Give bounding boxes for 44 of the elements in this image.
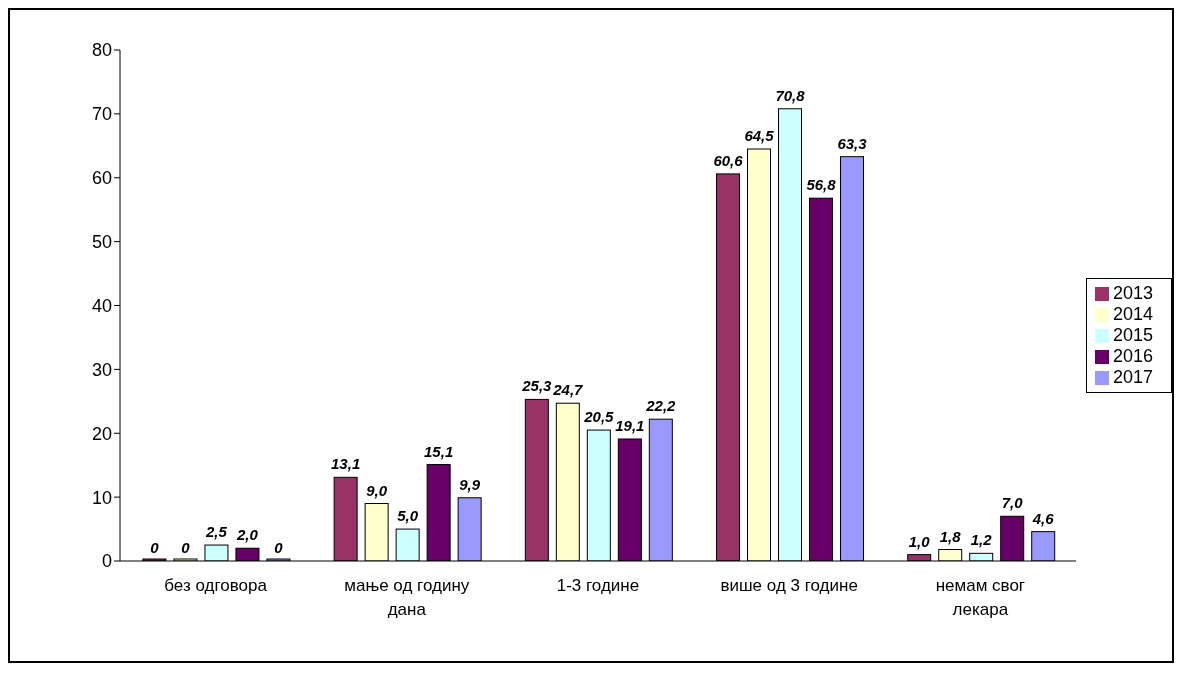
x-tick-label: 1-3 године <box>556 576 640 595</box>
y-tick-label: 50 <box>91 232 112 253</box>
data-label: 5,0 <box>397 507 419 525</box>
data-label: 63,3 <box>837 134 868 152</box>
x-tick-label: без одговора <box>164 576 268 595</box>
data-label: 22,2 <box>645 397 677 415</box>
data-label: 64,5 <box>744 127 775 145</box>
y-tick-label: 40 <box>91 295 112 316</box>
data-label: 0 <box>181 539 191 556</box>
data-label: 25,3 <box>521 377 553 395</box>
data-label: 0 <box>150 539 160 556</box>
data-label: 24,7 <box>552 381 584 399</box>
data-label: 9,0 <box>366 481 388 499</box>
legend-label: 2015 <box>1112 325 1153 345</box>
data-label: 20,5 <box>583 408 615 426</box>
data-label: 1,8 <box>939 527 962 545</box>
x-tick-label: више од 3 године <box>720 576 858 595</box>
y-tick-label: 30 <box>91 359 112 380</box>
x-tick-label: немам свог лекара <box>935 576 1026 619</box>
data-label: 13,1 <box>331 455 361 473</box>
y-tick-label: 0 <box>101 551 112 572</box>
y-tick-label: 10 <box>91 487 112 508</box>
data-label: 70,8 <box>775 86 806 104</box>
y-tick-label: 60 <box>91 168 112 189</box>
data-label: 4,6 <box>1031 509 1055 527</box>
legend-label: 2017 <box>1112 367 1153 387</box>
data-label: 1,2 <box>970 531 993 549</box>
legend-label: 2013 <box>1112 283 1153 303</box>
data-label: 15,1 <box>424 442 454 460</box>
legend-label: 2016 <box>1112 346 1153 366</box>
data-label: 19,1 <box>615 417 645 434</box>
data-label: 9,9 <box>459 475 481 493</box>
x-tick-label: мање од годину дана <box>344 576 470 619</box>
data-label: 7,0 <box>1001 494 1024 512</box>
y-tick-label: 80 <box>91 40 112 61</box>
data-label: 2,0 <box>236 526 259 544</box>
data-label: 0 <box>274 539 284 556</box>
data-label: 2,5 <box>205 523 228 541</box>
legend-label: 2014 <box>1112 304 1153 324</box>
y-tick-label: 70 <box>91 104 112 125</box>
data-label: 1,0 <box>908 532 931 550</box>
data-label: 56,8 <box>806 176 837 194</box>
y-tick-label: 20 <box>91 423 112 444</box>
data-label: 60,6 <box>713 151 744 169</box>
